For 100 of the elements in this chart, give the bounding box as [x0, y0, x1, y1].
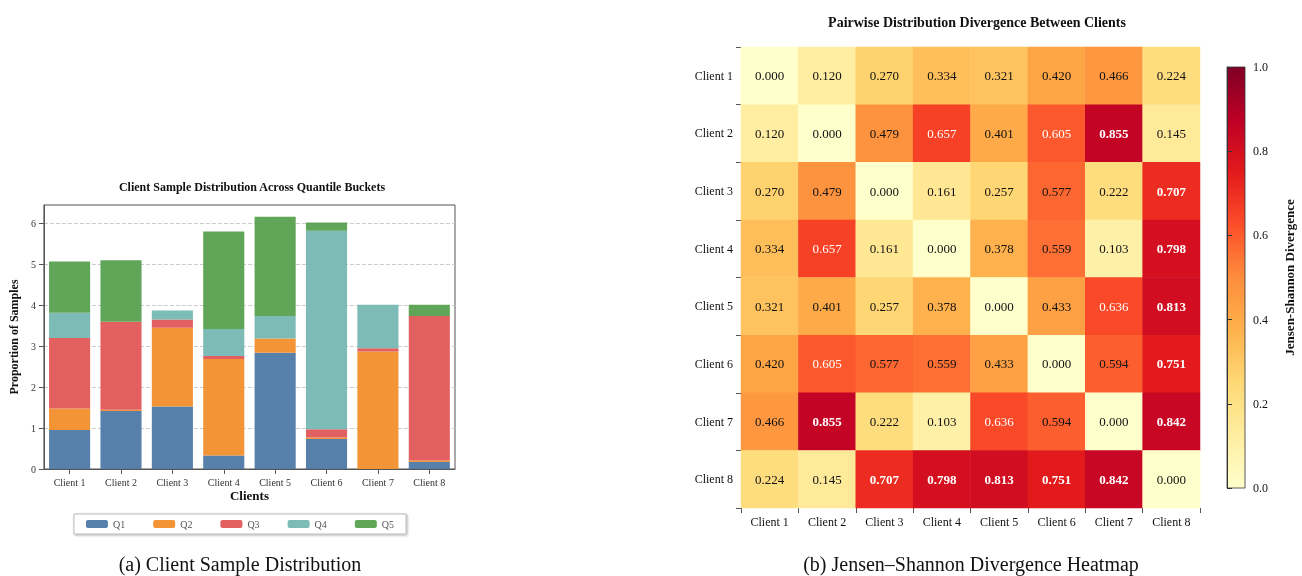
- data-label: 0.605: [812, 356, 842, 372]
- data-label: 0.751: [1041, 471, 1072, 487]
- y-tick-label: Client 1: [694, 68, 733, 83]
- data-label: 0.798: [1156, 241, 1187, 257]
- data-label: 0.000: [869, 183, 900, 199]
- y-axis-title: Proportion of Samples: [7, 279, 21, 395]
- y-tick-label: Client 6: [694, 356, 733, 371]
- x-tick-label: Client 2: [807, 515, 847, 529]
- data-label: 0.466: [755, 414, 785, 430]
- data-label: 0.000: [1156, 471, 1186, 487]
- legend-label: Q4: [314, 518, 327, 530]
- data-label: 0.321: [984, 68, 1014, 84]
- data-label: 0.145: [1156, 125, 1186, 141]
- data-label: 0.270: [755, 183, 785, 199]
- x-tick-label: Client 6: [1037, 515, 1076, 529]
- data-label: 0.433: [984, 356, 1014, 372]
- data-label: 0.657: [927, 125, 957, 141]
- data-label: 0.420: [755, 356, 785, 372]
- chart-title: Pairwise Distribution Divergence Between Clients: [828, 14, 1127, 30]
- x-tick-label: Client 7: [361, 476, 394, 488]
- x-tick-label: Client 8: [413, 476, 446, 488]
- x-tick-label: Client 6: [310, 476, 343, 488]
- data-label: 0.577: [869, 356, 900, 372]
- data-label: 0.120: [812, 68, 842, 84]
- data-label: 0.103: [1099, 241, 1129, 257]
- data-label: 0.479: [869, 125, 900, 141]
- y-tick-label: Client 7: [694, 414, 733, 429]
- y-tick-label: Client 2: [694, 126, 733, 141]
- data-label: 0.855: [1099, 125, 1130, 141]
- y-tick-label: 1: [30, 422, 36, 434]
- data-label: 0.636: [1099, 298, 1130, 314]
- data-label: 0.378: [984, 241, 1014, 257]
- data-label: 0.605: [1041, 125, 1072, 141]
- data-label: 0.842: [1099, 471, 1129, 487]
- data-label: 0.559: [1041, 241, 1072, 257]
- y-tick-label: 6: [30, 217, 36, 229]
- data-label: 0.257: [869, 298, 900, 314]
- data-label: 0.707: [1156, 183, 1187, 199]
- data-label: 0.813: [984, 471, 1015, 487]
- data-label: 0.000: [812, 125, 842, 141]
- y-tick-label: 2: [30, 381, 36, 393]
- data-label: 0.479: [812, 183, 842, 199]
- data-label: 0.707: [869, 471, 900, 487]
- x-tick-label: Client 5: [259, 476, 292, 488]
- data-label: 0.224: [755, 471, 785, 487]
- legend-label: Q3: [247, 518, 260, 530]
- color-bar-label: 0.4: [1253, 312, 1268, 327]
- data-label: 0.594: [1041, 414, 1072, 430]
- x-tick-label: Client 2: [105, 476, 137, 488]
- data-label: 0.855: [812, 414, 843, 430]
- legend-label: Q1: [112, 518, 126, 530]
- data-label: 0.334: [755, 241, 785, 257]
- data-label: 0.798: [927, 471, 957, 487]
- data-label: 0.103: [927, 414, 957, 430]
- legend-label: Q5: [381, 518, 395, 530]
- data-label: 0.334: [927, 68, 957, 84]
- data-label: 0.401: [984, 125, 1014, 141]
- color-bar-label: 0.0: [1253, 481, 1268, 495]
- y-tick-label: 3: [30, 340, 36, 352]
- data-label: 0.224: [1156, 68, 1187, 84]
- data-label: 0.222: [1099, 183, 1129, 199]
- data-label: 0.257: [984, 183, 1015, 199]
- x-tick-label: Client 3: [865, 515, 904, 529]
- data-label: 0.222: [869, 414, 900, 430]
- legend-label: Q2: [180, 518, 193, 530]
- data-label: 0.145: [812, 471, 842, 487]
- y-tick-label: 4: [30, 299, 36, 311]
- data-label: 0.813: [1156, 298, 1187, 314]
- data-label: 0.842: [1156, 414, 1186, 430]
- color-bar-label: 0.6: [1253, 228, 1268, 243]
- text: (b) Jensen–Shannon Divergence Heatmap: [803, 553, 1139, 576]
- data-label: 0.000: [984, 298, 1014, 314]
- data-label: 0.378: [927, 298, 957, 314]
- x-tick-label: Client 8: [1152, 515, 1191, 529]
- data-label: 0.270: [869, 68, 900, 84]
- x-tick-label: Client 1: [750, 515, 789, 529]
- data-label: 0.420: [1041, 68, 1072, 84]
- data-label: 0.466: [1099, 68, 1130, 84]
- data-label: 0.321: [755, 298, 785, 314]
- data-label: 0.751: [1156, 356, 1186, 372]
- data-label: 0.161: [869, 241, 900, 257]
- chart-title: Client Sample Distribution Across Quantile Buckets: [118, 180, 386, 194]
- color-bar-label: 0.2: [1253, 396, 1268, 411]
- data-label: 0.161: [927, 183, 957, 199]
- y-tick-label: 0: [30, 463, 36, 475]
- data-label: 0.433: [1041, 298, 1072, 314]
- data-label: 0.120: [755, 125, 785, 141]
- data-label: 0.594: [1099, 356, 1130, 372]
- x-tick-label: Client 4: [922, 515, 961, 529]
- x-axis-title: Clients: [229, 488, 269, 503]
- data-label: 0.559: [927, 356, 957, 372]
- y-tick-label: Client 5: [694, 299, 733, 314]
- x-tick-label: Client 7: [1094, 515, 1134, 529]
- color-bar-title: Jensen-Shannon Divergence: [1282, 199, 1297, 356]
- x-tick-label: Client 3: [156, 476, 189, 488]
- text: (a) Client Sample Distribution: [118, 553, 362, 576]
- y-tick-label: Client 3: [694, 184, 733, 199]
- color-bar-label: 0.8: [1253, 144, 1268, 159]
- y-tick-label: Client 4: [694, 241, 733, 256]
- data-label: 0.000: [1099, 414, 1129, 430]
